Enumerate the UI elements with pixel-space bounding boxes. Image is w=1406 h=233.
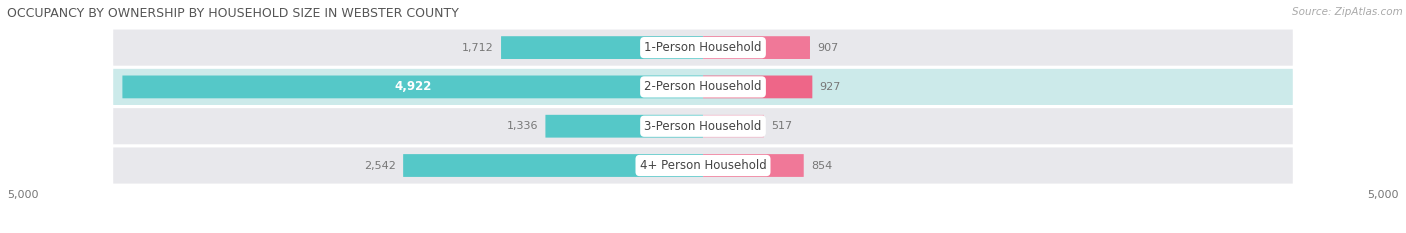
FancyBboxPatch shape <box>114 147 1292 184</box>
Text: 2,542: 2,542 <box>364 161 396 171</box>
FancyBboxPatch shape <box>122 75 703 98</box>
Text: OCCUPANCY BY OWNERSHIP BY HOUSEHOLD SIZE IN WEBSTER COUNTY: OCCUPANCY BY OWNERSHIP BY HOUSEHOLD SIZE… <box>7 7 458 20</box>
FancyBboxPatch shape <box>546 115 703 138</box>
FancyBboxPatch shape <box>501 36 703 59</box>
Text: 5,000: 5,000 <box>1368 190 1399 200</box>
Text: 3-Person Household: 3-Person Household <box>644 120 762 133</box>
Text: 854: 854 <box>811 161 832 171</box>
Text: 1-Person Household: 1-Person Household <box>644 41 762 54</box>
Text: 517: 517 <box>770 121 792 131</box>
Text: Source: ZipAtlas.com: Source: ZipAtlas.com <box>1292 7 1403 17</box>
FancyBboxPatch shape <box>703 154 804 177</box>
Text: 4+ Person Household: 4+ Person Household <box>640 159 766 172</box>
Text: 907: 907 <box>817 43 838 53</box>
Text: 5,000: 5,000 <box>7 190 38 200</box>
Text: 1,712: 1,712 <box>463 43 494 53</box>
FancyBboxPatch shape <box>114 108 1292 144</box>
Text: 1,336: 1,336 <box>506 121 538 131</box>
FancyBboxPatch shape <box>114 69 1292 105</box>
Text: 2-Person Household: 2-Person Household <box>644 80 762 93</box>
Text: 927: 927 <box>820 82 841 92</box>
FancyBboxPatch shape <box>703 75 813 98</box>
Text: 4,922: 4,922 <box>394 80 432 93</box>
FancyBboxPatch shape <box>404 154 703 177</box>
FancyBboxPatch shape <box>114 30 1292 66</box>
FancyBboxPatch shape <box>703 115 763 138</box>
FancyBboxPatch shape <box>703 36 810 59</box>
